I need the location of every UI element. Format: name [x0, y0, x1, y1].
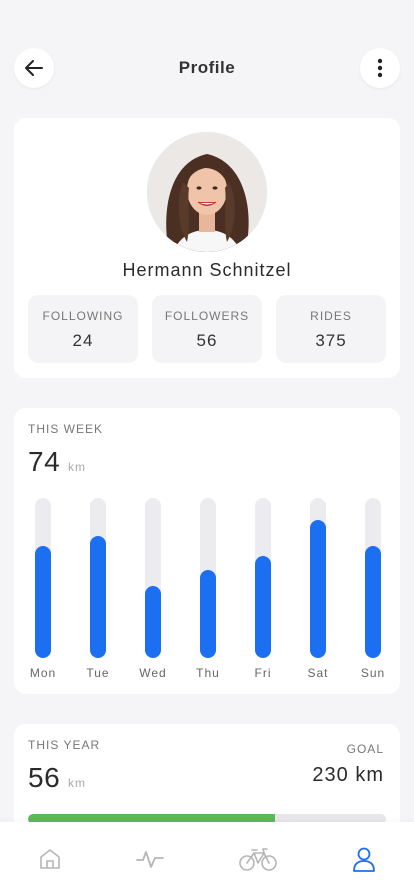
day-label-sat: Sat	[307, 666, 329, 680]
bar-track-mon	[35, 498, 51, 658]
bar-sun[interactable]	[365, 546, 381, 658]
stat-label: RIDES	[310, 309, 352, 323]
year-progress-bar	[28, 814, 386, 824]
user-icon	[353, 847, 375, 872]
bar-track-wed	[145, 498, 161, 658]
this-week-card: THIS WEEK 74 km Mon Tue Wed Thu Fri Sat Sun	[14, 408, 400, 694]
user-avatar-photo	[147, 132, 267, 252]
stat-rides[interactable]: RIDES 375	[276, 295, 386, 363]
year-progress-fill	[28, 814, 276, 824]
day-label-tue: Tue	[86, 666, 110, 680]
this-week-value: 74	[28, 446, 61, 477]
back-button[interactable]	[14, 48, 54, 88]
bottom-nav	[0, 822, 414, 896]
bar-sat[interactable]	[310, 520, 326, 658]
page-title: Profile	[178, 58, 236, 77]
avatar[interactable]	[147, 132, 267, 252]
header: Profile	[14, 48, 400, 88]
bar-track-sat	[310, 498, 326, 658]
this-year-unit: km	[68, 776, 86, 790]
day-label-mon: Mon	[29, 666, 57, 680]
bar-fri[interactable]	[255, 556, 271, 658]
stat-followers[interactable]: FOLLOWERS 56	[152, 295, 262, 363]
more-vertical-icon	[377, 58, 383, 78]
goal-label: GOAL	[346, 742, 384, 756]
stat-value: 56	[196, 331, 218, 350]
nav-profile[interactable]	[344, 844, 384, 874]
activity-icon	[136, 851, 164, 868]
bar-tue[interactable]	[90, 536, 106, 658]
this-week-label: THIS WEEK	[28, 422, 104, 436]
goal-value: 230 km	[312, 764, 384, 786]
bicycle-icon	[239, 848, 277, 871]
stat-value: 24	[72, 331, 94, 350]
stat-value: 375	[315, 331, 347, 350]
bar-track-thu	[200, 498, 216, 658]
day-label-thu: Thu	[196, 666, 220, 680]
day-label-sun: Sun	[360, 666, 386, 680]
bar-track-tue	[90, 498, 106, 658]
more-options-button[interactable]	[360, 48, 400, 88]
bar-track-fri	[255, 498, 271, 658]
home-icon	[40, 849, 60, 869]
day-label-fri: Fri	[254, 666, 272, 680]
bar-wed[interactable]	[145, 586, 161, 658]
stat-label: FOLLOWING	[42, 309, 124, 323]
profile-name: Hermann Schnitzel	[122, 260, 292, 280]
profile-card: Hermann Schnitzel FOLLOWING 24 FOLLOWERS…	[14, 118, 400, 378]
stat-label: FOLLOWERS	[164, 309, 250, 323]
bar-mon[interactable]	[35, 546, 51, 658]
bar-track-sun	[365, 498, 381, 658]
this-year-label: THIS YEAR	[28, 738, 101, 752]
stat-following[interactable]: FOLLOWING 24	[28, 295, 138, 363]
this-week-unit: km	[68, 460, 86, 474]
day-label-wed: Wed	[139, 666, 167, 680]
nav-rides[interactable]	[238, 844, 278, 874]
arrow-left-icon	[25, 60, 43, 76]
this-year-value: 56	[28, 762, 61, 793]
bar-thu[interactable]	[200, 570, 216, 658]
nav-home[interactable]	[30, 844, 70, 874]
nav-activity[interactable]	[130, 844, 170, 874]
